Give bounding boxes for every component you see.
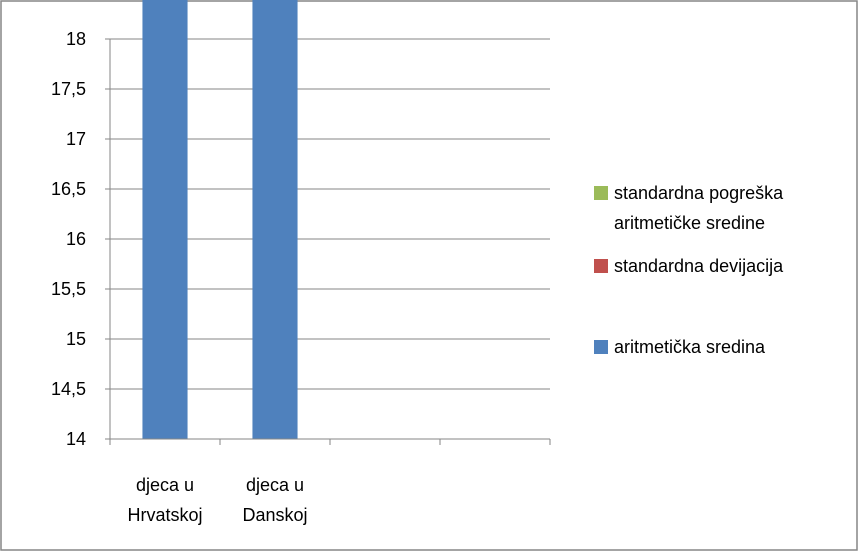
- bar-segment-series-1-category-2: [252, 0, 298, 439]
- legend-label: standardna pogreška aritmetičke sredine: [614, 183, 784, 233]
- legend-item: standardna devijacija: [594, 256, 784, 276]
- x-axis-tick-labels: djeca u Hrvatskoj djeca u Danskoj: [127, 475, 307, 525]
- x-tick-label: djeca u Danskoj: [242, 475, 307, 525]
- y-tick-label: 16,5: [51, 179, 86, 199]
- legend-swatch: [594, 340, 608, 354]
- x-tick-label: djeca u Hrvatskoj: [127, 475, 202, 525]
- bars: [142, 0, 298, 439]
- legend-swatch: [594, 186, 608, 200]
- legend-item: standardna pogreška aritmetičke sredine: [594, 183, 784, 233]
- y-tick-label: 15: [66, 329, 86, 349]
- legend: standardna pogreška aritmetičke sredine st…: [594, 183, 784, 357]
- y-tick-label: 15,5: [51, 279, 86, 299]
- y-tick-label: 16: [66, 229, 86, 249]
- y-axis-tick-labels: 14 14,5 15 15,5 16 16,5 17 17,5 18: [51, 29, 86, 449]
- y-tick-label: 14,5: [51, 379, 86, 399]
- legend-item: aritmetička sredina: [594, 337, 766, 357]
- legend-swatch: [594, 259, 608, 273]
- axes: [105, 38, 551, 445]
- legend-label: standardna devijacija: [614, 256, 784, 276]
- bar-segment-series-1-category-1: [142, 0, 188, 439]
- y-tick-label: 17,5: [51, 79, 86, 99]
- legend-label: aritmetička sredina: [614, 337, 766, 357]
- y-tick-label: 17: [66, 129, 86, 149]
- y-tick-label: 14: [66, 429, 86, 449]
- y-tick-label: 18: [66, 29, 86, 49]
